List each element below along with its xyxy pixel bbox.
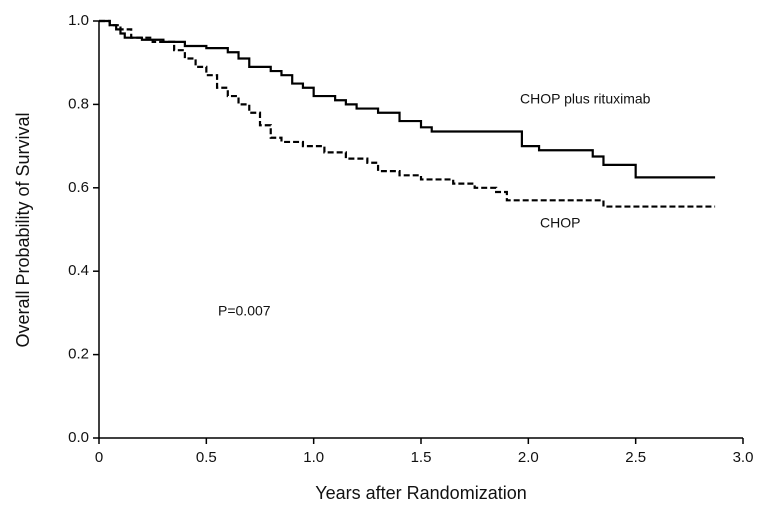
x-tick-label: 1.5	[411, 449, 432, 466]
y-tick-label: 0.4	[68, 262, 89, 279]
y-tick-label: 0.8	[68, 95, 89, 112]
y-tick-label: 1.0	[68, 12, 89, 29]
y-axis-label: Overall Probability of Survival	[13, 112, 33, 347]
x-tick-label: 3.0	[733, 449, 754, 466]
x-tick-label: 2.0	[518, 449, 539, 466]
survival-curve	[99, 19, 716, 208]
x-tick-label: 0	[95, 449, 103, 466]
y-tick-label: 0.2	[68, 346, 89, 363]
x-tick-label: 0.5	[196, 449, 217, 466]
x-axis-label: Years after Randomization	[315, 483, 526, 503]
y-tick-label: 0.0	[68, 429, 89, 446]
x-tick-label: 2.5	[625, 449, 646, 466]
series-label: CHOP plus rituximab	[520, 91, 651, 107]
series-label: CHOP	[540, 215, 580, 231]
x-tick-label: 1.0	[303, 449, 324, 466]
y-tick-label: 0.6	[68, 179, 89, 196]
p-value: P=0.007	[218, 303, 271, 319]
survival-curve	[99, 19, 716, 179]
